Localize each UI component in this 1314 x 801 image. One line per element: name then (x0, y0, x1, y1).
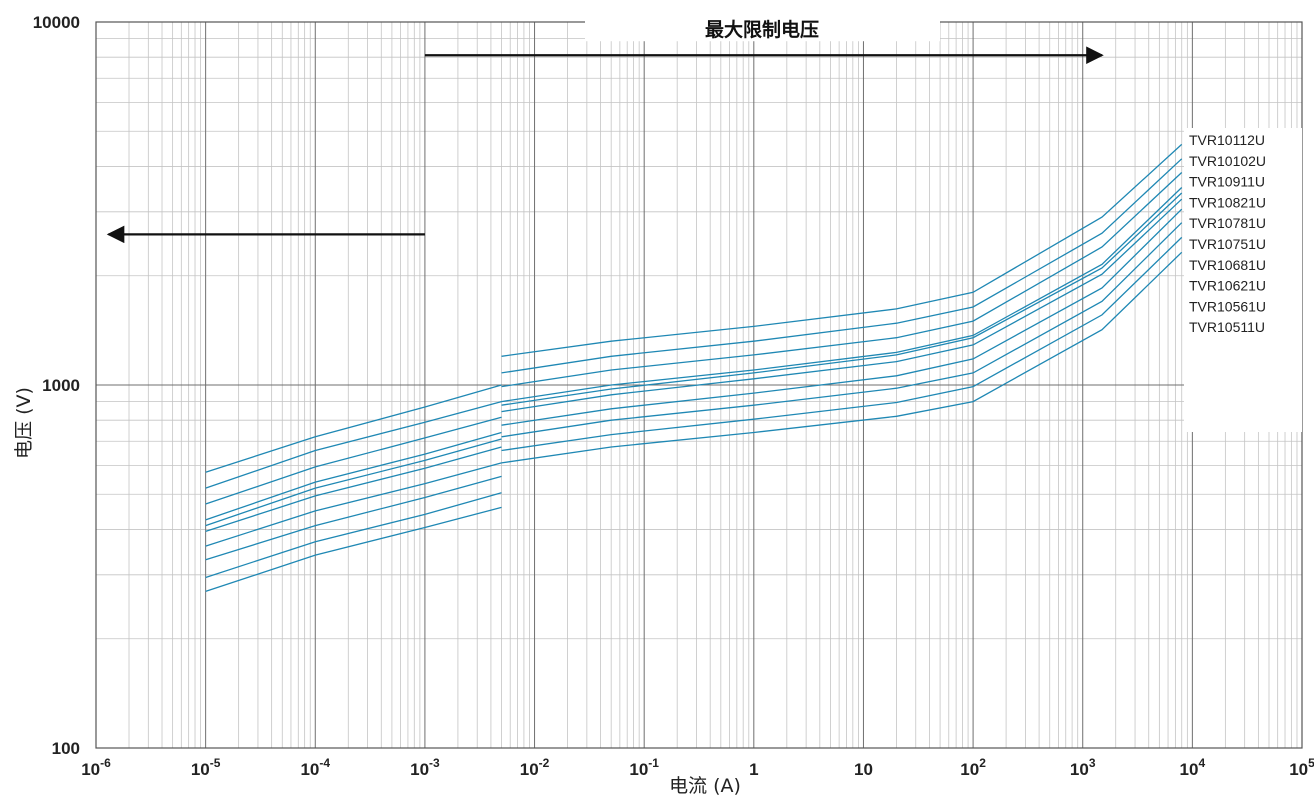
series-line-TVR10681U-high (501, 208, 1183, 426)
series-line-TVR10511U-high (501, 251, 1183, 464)
series-line-TVR10751U-low (205, 446, 502, 533)
series-line-TVR10621U-low (205, 475, 502, 561)
tick-labels: 10-6 10-5 10-4 10-3 10-2 10-1 1 10 102 103 104 105 1… (33, 13, 1314, 779)
annotations: 最大限制电压 (106, 15, 1104, 244)
x-tick-label: 105 (1289, 756, 1314, 779)
x-axis-title: 电流 (A) (669, 775, 741, 797)
legend-entry: TVR10511U (1189, 319, 1265, 335)
legend: TVR10112U TVR10102U TVR10911U TVR10821U TVR1… (1184, 128, 1302, 432)
series-line-TVR10102U-low (205, 400, 502, 489)
series-line-TVR10911U-low (205, 416, 502, 505)
x-tick-label: 10-6 (81, 756, 111, 779)
legend-entry: TVR10821U (1189, 194, 1266, 210)
legend-entry: TVR10911U (1189, 174, 1265, 190)
legend-background (1184, 128, 1302, 432)
series-line-TVR10911U-high (501, 172, 1183, 388)
legend-entry: TVR10561U (1189, 298, 1266, 314)
series-line-TVR10511U-low (205, 506, 502, 593)
legend-entry: TVR10102U (1189, 153, 1266, 169)
y-tick-label: 10000 (33, 13, 80, 32)
series-line-TVR10821U-low (205, 431, 502, 521)
legend-entry: TVR10751U (1189, 236, 1266, 252)
series-line-TVR10561U-high (501, 236, 1183, 452)
y-tick-label: 1000 (42, 376, 80, 395)
legend-entry: TVR10112U (1189, 132, 1265, 148)
series-line-TVR10112U-low (205, 384, 502, 473)
x-tick-label: 104 (1180, 756, 1206, 779)
annotation-label-background (585, 15, 940, 42)
x-tick-label: 102 (960, 756, 986, 779)
series-line-TVR10681U-low (205, 462, 502, 547)
series-line-TVR10751U-high (501, 198, 1183, 413)
x-tick-label: 10-2 (520, 756, 550, 779)
legend-entry: TVR10621U (1189, 278, 1266, 294)
series-lines (205, 143, 1183, 593)
series-line-TVR10621U-high (501, 222, 1183, 438)
x-tick-label: 1 (749, 760, 758, 779)
y-tick-label: 100 (52, 739, 80, 758)
y-axis-title: 电压 (V) (13, 387, 35, 459)
series-line-TVR10561U-low (205, 492, 502, 579)
series-line-TVR10821U-high (501, 187, 1183, 403)
annotation-label: 最大限制电压 (705, 18, 819, 41)
x-tick-label: 10-5 (191, 756, 221, 779)
legend-entry: TVR10781U (1189, 215, 1266, 231)
x-tick-label: 10-4 (300, 756, 330, 779)
x-tick-label: 103 (1070, 756, 1096, 779)
legend-entry: TVR10681U (1189, 257, 1266, 273)
x-tick-label: 10-3 (410, 756, 440, 779)
series-line-TVR10781U-low (205, 438, 502, 527)
x-tick-label: 10 (854, 760, 873, 779)
series-line-TVR10112U-high (501, 143, 1183, 357)
series-line-TVR10781U-high (501, 192, 1183, 406)
x-tick-label: 10-1 (629, 756, 659, 779)
series-line-TVR10102U-high (501, 158, 1183, 374)
